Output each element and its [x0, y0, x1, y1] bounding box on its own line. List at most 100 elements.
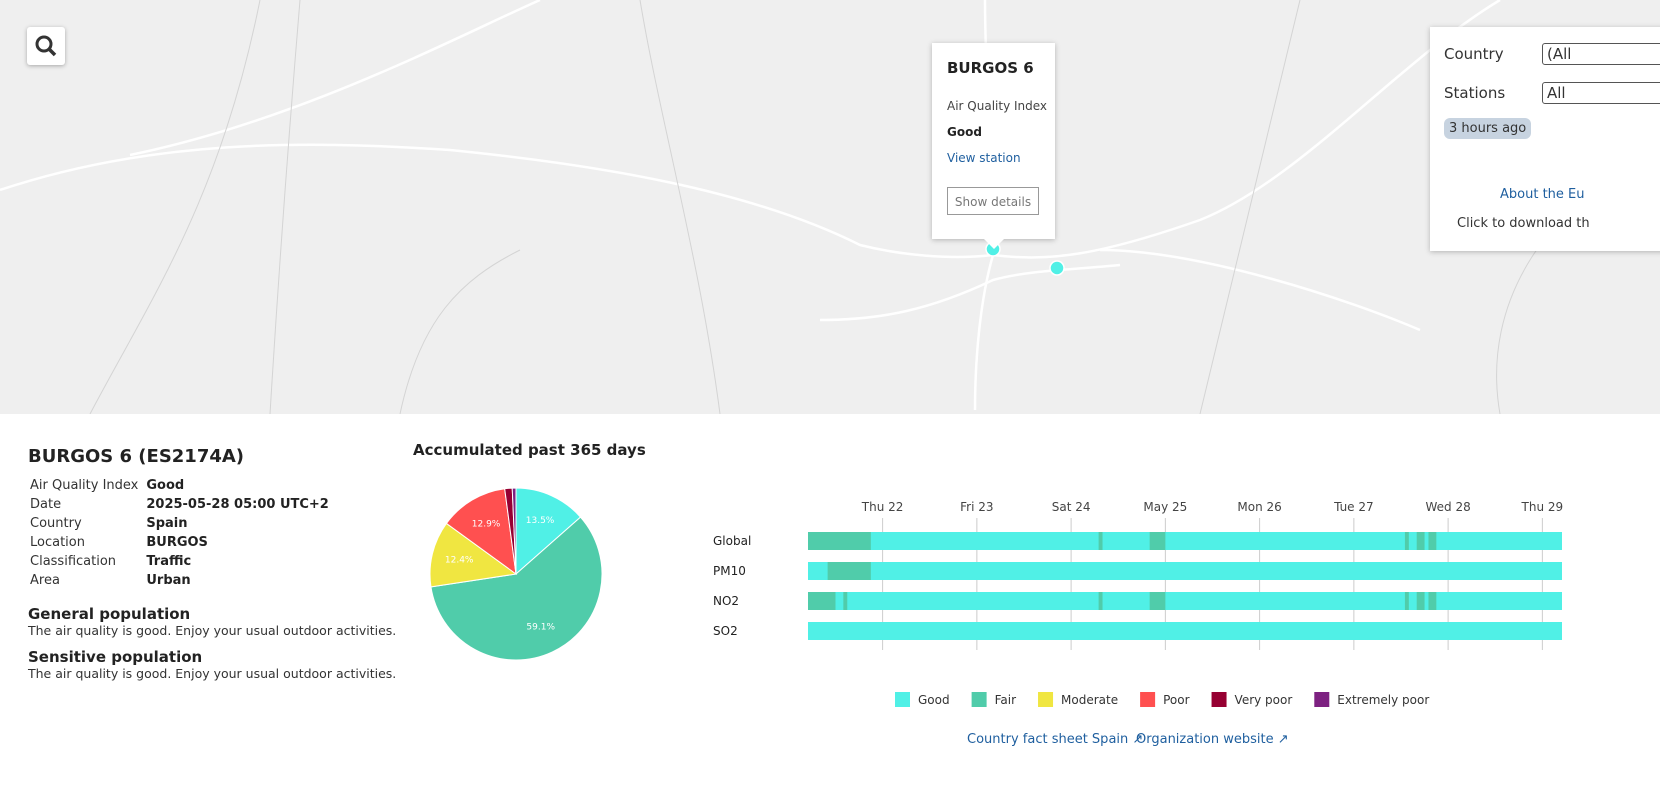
station-table: Air Quality Index Good Date 2025-05-28 05:0… [28, 477, 329, 591]
fair-period [827, 562, 871, 580]
map-roads [0, 0, 1660, 414]
x-tick-label: Tue 27 [1333, 500, 1374, 514]
x-tick-label: Thu 22 [861, 500, 904, 514]
row-bar [808, 622, 1562, 640]
fair-period [1098, 592, 1103, 610]
x-tick-label: Sat 24 [1052, 500, 1091, 514]
x-tick-label: Wed 28 [1425, 500, 1470, 514]
fair-period [1428, 532, 1437, 550]
fact-sheet-link[interactable]: Country fact sheet Spain ↗ [967, 732, 1144, 747]
info-row: Area Urban [28, 572, 329, 591]
legend-label: Good [918, 693, 950, 707]
info-row: Air Quality Index Good [28, 477, 329, 496]
organization-link[interactable]: Organization website ↗ [1136, 732, 1289, 747]
popup-label: Air Quality Index [947, 99, 1048, 113]
info-value: BURGOS [146, 535, 208, 550]
pie-slice [515, 487, 582, 576]
station-title: BURGOS 6 (ES2174A) [28, 446, 245, 467]
info-row: Classification Traffic [28, 553, 329, 572]
legend-swatch [971, 692, 987, 707]
pie-label: 13.5% [526, 516, 555, 526]
search-icon [35, 35, 57, 57]
legend-label: Moderate [1061, 693, 1118, 707]
stations-label: Stations [1444, 84, 1506, 102]
view-station-link[interactable]: View station [947, 151, 1021, 165]
download-text: Click to download th [1457, 216, 1590, 231]
pie-label: 59.1% [526, 622, 555, 632]
info-label: Air Quality Index [30, 478, 139, 493]
row-label: PM10 [713, 564, 746, 578]
popup: BURGOS 6 Air Quality Index Good View sta… [932, 43, 1055, 249]
advice-heading: General population [28, 605, 191, 623]
station-info: BURGOS 6 (ES2174A) Air Quality Index Good… [28, 446, 396, 681]
legend-label: Extremely poor [1337, 693, 1429, 707]
info-label: Classification [30, 554, 117, 569]
popup-arrow [984, 239, 1004, 249]
fair-period [1416, 592, 1425, 610]
pie-title: Accumulated past 365 days [413, 441, 646, 459]
row-bar [808, 592, 1562, 610]
advice-heading: Sensitive population [28, 648, 203, 666]
legend-label: Very poor [1235, 693, 1293, 707]
info-value: Urban [146, 573, 191, 588]
legend-swatch [1140, 692, 1156, 707]
info-value: 2025-05-28 05:00 UTC+2 [146, 497, 329, 512]
search-button[interactable] [27, 27, 65, 65]
legend-label: Fair [995, 693, 1016, 707]
x-tick-label: May 25 [1143, 500, 1187, 514]
row-label: Global [713, 534, 751, 548]
popup-title: BURGOS 6 [947, 59, 1034, 77]
legend-swatch [1314, 692, 1330, 707]
info-value: Spain [146, 516, 188, 531]
x-tick-label: Mon 26 [1237, 500, 1281, 514]
pie-slice [429, 522, 518, 588]
country-label: Country [1444, 45, 1504, 63]
info-label: Date [30, 497, 62, 512]
filter-panel: Country (All Stations All 3 hours ago Ab… [1430, 27, 1660, 251]
info-row: Location BURGOS [28, 534, 329, 553]
fair-period [1416, 532, 1425, 550]
pie-label: 12.9% [472, 519, 501, 529]
pie-slice [445, 488, 517, 576]
row-bar [808, 562, 1562, 580]
popup-value: Good [947, 125, 982, 139]
fair-period [808, 532, 871, 550]
link-text: Organization website [1136, 732, 1274, 747]
stations-select[interactable]: All [1542, 82, 1660, 104]
pie-slice [511, 487, 517, 575]
show-details-button[interactable]: Show details [947, 187, 1039, 215]
legend-swatch [1211, 692, 1227, 707]
fair-period [1404, 532, 1409, 550]
fair-period [1149, 592, 1166, 610]
about-link[interactable]: About the Eu [1500, 187, 1585, 202]
advice-text: The air quality is good. Enjoy your usua… [28, 623, 397, 638]
map[interactable]: BURGOS 6 Air Quality Index Good View sta… [0, 0, 1660, 414]
updated-badge: 3 hours ago [1444, 118, 1532, 139]
fair-period [808, 592, 836, 610]
fair-period [843, 592, 848, 610]
row-bar [808, 532, 1562, 550]
x-tick-label: Fri 23 [960, 500, 993, 514]
pie-label: 12.4% [445, 556, 474, 566]
info-value: Good [146, 478, 185, 493]
row-label: NO2 [713, 594, 739, 608]
legend-swatch [1038, 692, 1054, 707]
advice: General population The air quality is goo… [28, 605, 396, 681]
info-label: Location [30, 535, 85, 550]
fair-period [1149, 532, 1166, 550]
info-value: Traffic [146, 554, 192, 569]
info-label: Area [30, 573, 60, 588]
link-text: Country fact sheet Spain [967, 732, 1129, 747]
charts: Accumulated past 365 days 13.5% 59.1% 12.4%… [413, 441, 1563, 707]
fair-period [1404, 592, 1409, 610]
info-row: Country Spain [28, 515, 329, 534]
station-marker[interactable] [1049, 260, 1065, 276]
legend-swatch [895, 692, 910, 707]
info-label: Country [30, 516, 82, 531]
row-label: SO2 [713, 624, 738, 638]
advice-text: The air quality is good. Enjoy your usua… [28, 666, 397, 681]
country-select[interactable]: (All [1542, 43, 1660, 65]
legend-label: Poor [1163, 693, 1189, 707]
fair-period [1428, 592, 1437, 610]
